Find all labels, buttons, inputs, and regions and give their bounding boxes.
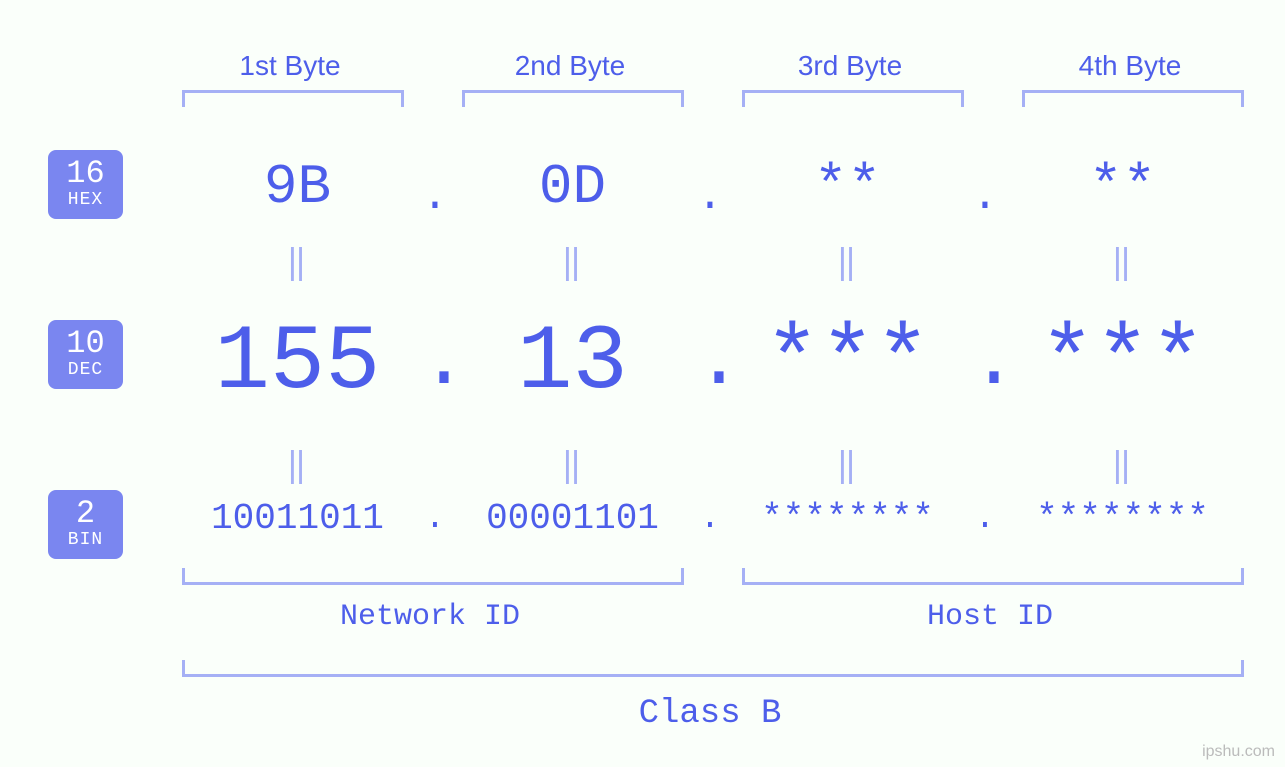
badge-bin-label: BIN [48, 531, 123, 551]
byte-header-1: 1st Byte [160, 50, 420, 82]
equals-row-2: ‖ ‖ ‖ ‖ [175, 445, 1245, 487]
hex-byte-2: 0D [450, 155, 695, 219]
equals-row-1: ‖ ‖ ‖ ‖ [175, 242, 1245, 284]
dec-sep-2: . [695, 317, 725, 408]
badge-dec: 10 DEC [48, 320, 123, 389]
bin-byte-4: ******** [1000, 498, 1245, 539]
top-bracket-4 [1022, 90, 1244, 107]
hex-byte-3: ** [725, 155, 970, 219]
hex-sep-1: . [420, 172, 450, 222]
top-bracket-1 [182, 90, 404, 107]
row-hex: 9B . 0D . ** . ** [175, 155, 1245, 219]
bin-sep-2: . [695, 500, 725, 538]
hex-sep-2: . [695, 172, 725, 222]
bin-sep-1: . [420, 500, 450, 538]
hex-sep-3: . [970, 172, 1000, 222]
byte-header-2: 2nd Byte [440, 50, 700, 82]
bin-byte-2: 00001101 [450, 498, 695, 539]
top-bracket-3 [742, 90, 964, 107]
label-host-id: Host ID [742, 600, 1238, 634]
dec-sep-1: . [420, 317, 450, 408]
hex-byte-4: ** [1000, 155, 1245, 219]
byte-header-4: 4th Byte [1000, 50, 1260, 82]
row-bin: 10011011 . 00001101 . ******** . *******… [175, 498, 1245, 539]
hex-byte-1: 9B [175, 155, 420, 219]
badge-dec-label: DEC [48, 361, 123, 381]
bracket-class [182, 660, 1244, 677]
dec-byte-2: 13 [450, 310, 695, 415]
bin-byte-1: 10011011 [175, 498, 420, 539]
dec-byte-1: 155 [175, 310, 420, 415]
badge-dec-num: 10 [48, 326, 123, 361]
label-class: Class B [182, 695, 1238, 733]
row-dec: 155 . 13 . *** . *** [175, 310, 1245, 415]
badge-bin-num: 2 [48, 496, 123, 531]
dec-byte-3: *** [725, 310, 970, 415]
bracket-host-id [742, 568, 1244, 585]
dec-byte-4: *** [1000, 310, 1245, 415]
bracket-network-id [182, 568, 684, 585]
top-bracket-2 [462, 90, 684, 107]
watermark: ipshu.com [1202, 743, 1275, 761]
badge-hex-label: HEX [48, 191, 123, 211]
dec-sep-3: . [970, 317, 1000, 408]
bin-sep-3: . [970, 500, 1000, 538]
byte-header-3: 3rd Byte [720, 50, 980, 82]
label-network-id: Network ID [182, 600, 678, 634]
badge-bin: 2 BIN [48, 490, 123, 559]
bin-byte-3: ******** [725, 498, 970, 539]
badge-hex: 16 HEX [48, 150, 123, 219]
badge-hex-num: 16 [48, 156, 123, 191]
